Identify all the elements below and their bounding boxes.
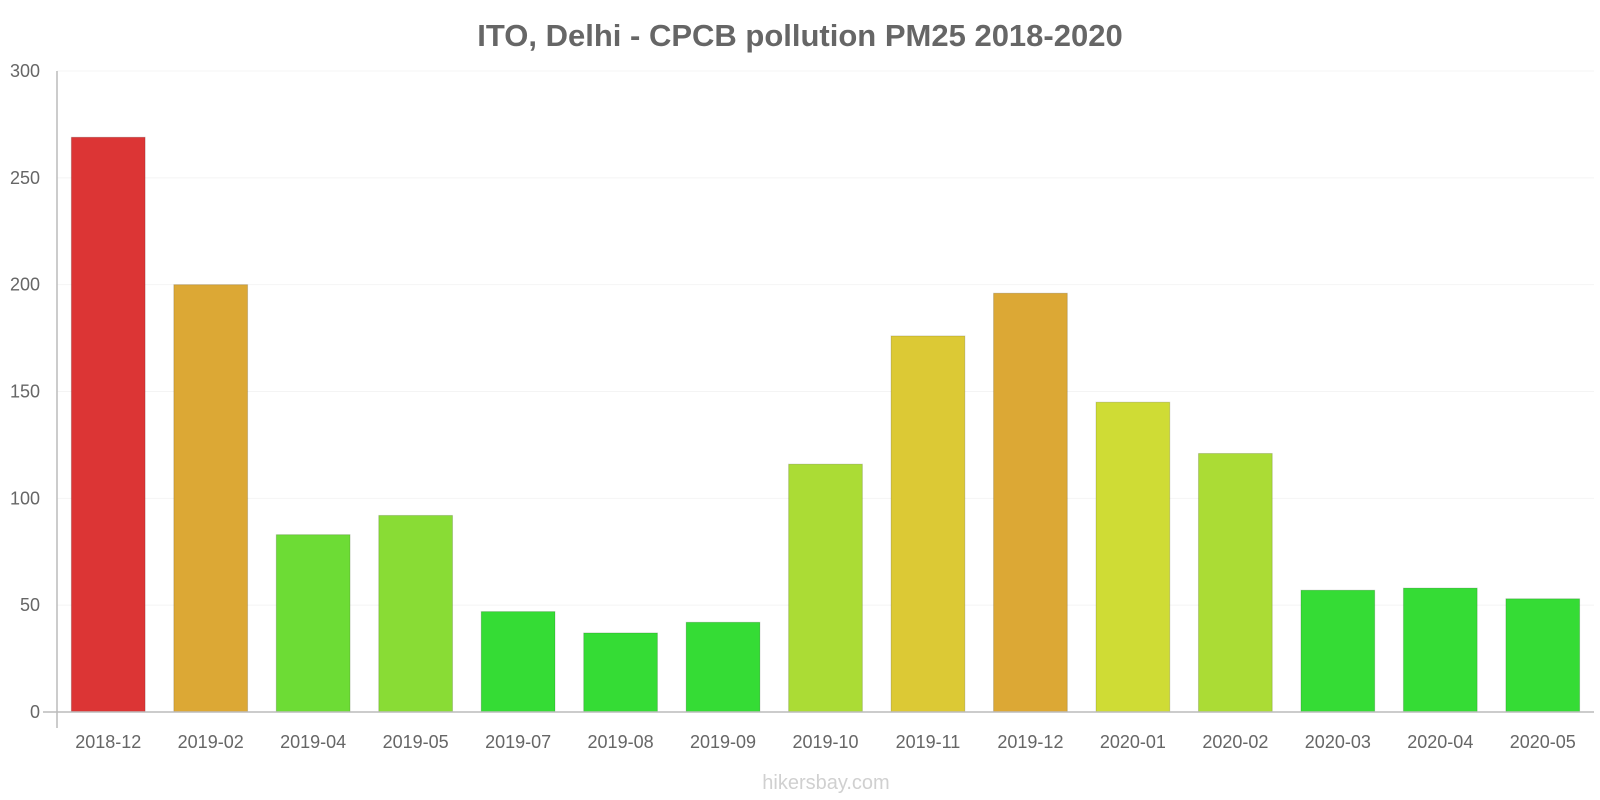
x-tick-label: 2019-04 (280, 732, 346, 752)
bar-2019-07 (480, 611, 556, 713)
x-tick-label: 2020-04 (1407, 732, 1473, 752)
bar-2019-08 (583, 632, 658, 713)
bars (70, 136, 1581, 713)
x-tick-label: 2019-08 (588, 732, 654, 752)
bar-2020-03 (1300, 589, 1376, 713)
watermark: hikersbay.com (762, 772, 889, 794)
y-tick-label: 300 (10, 61, 40, 81)
y-tick-label: 150 (10, 382, 40, 402)
y-tick-label: 100 (10, 488, 40, 508)
x-tick-label: 2019-05 (383, 732, 449, 752)
y-tick-label: 0 (30, 702, 40, 722)
bar-2019-10 (788, 463, 863, 713)
bar-2018-12 (70, 136, 146, 713)
axes (43, 71, 1594, 728)
bar-2019-04 (275, 534, 351, 713)
y-axis-ticks: 0 50 100 150 200 250 300 (10, 61, 40, 722)
bar-2019-11 (890, 335, 966, 713)
x-tick-label: 2018-12 (75, 732, 141, 752)
x-tick-label: 2020-03 (1305, 732, 1371, 752)
bar-2019-05 (378, 514, 454, 713)
y-tick-label: 50 (20, 595, 40, 615)
bar-2020-04 (1402, 587, 1478, 713)
x-tick-label: 2019-10 (792, 732, 858, 752)
x-tick-label: 2019-11 (896, 732, 961, 752)
x-axis-ticks: 2018-12 2019-02 2019-04 2019-05 2019-07 2019-… (75, 732, 1576, 752)
bar-2020-05 (1505, 598, 1581, 713)
x-tick-label: 2020-01 (1100, 732, 1166, 752)
bar-2020-01 (1095, 401, 1171, 713)
y-tick-label: 250 (10, 168, 40, 188)
bar-2020-02 (1197, 452, 1273, 713)
x-tick-label: 2020-02 (1202, 732, 1268, 752)
x-tick-label: 2019-02 (178, 732, 244, 752)
x-tick-label: 2020-05 (1510, 732, 1576, 752)
bar-2019-12 (993, 292, 1068, 713)
x-tick-label: 2019-07 (485, 732, 551, 752)
bar-2019-09 (685, 621, 761, 713)
y-tick-label: 200 (10, 275, 40, 295)
bar-2019-02 (173, 284, 249, 713)
x-tick-label: 2019-09 (690, 732, 756, 752)
chart-title: ITO, Delhi - CPCB pollution PM25 2018-20… (477, 18, 1122, 53)
x-tick-label: 2019-12 (997, 732, 1063, 752)
